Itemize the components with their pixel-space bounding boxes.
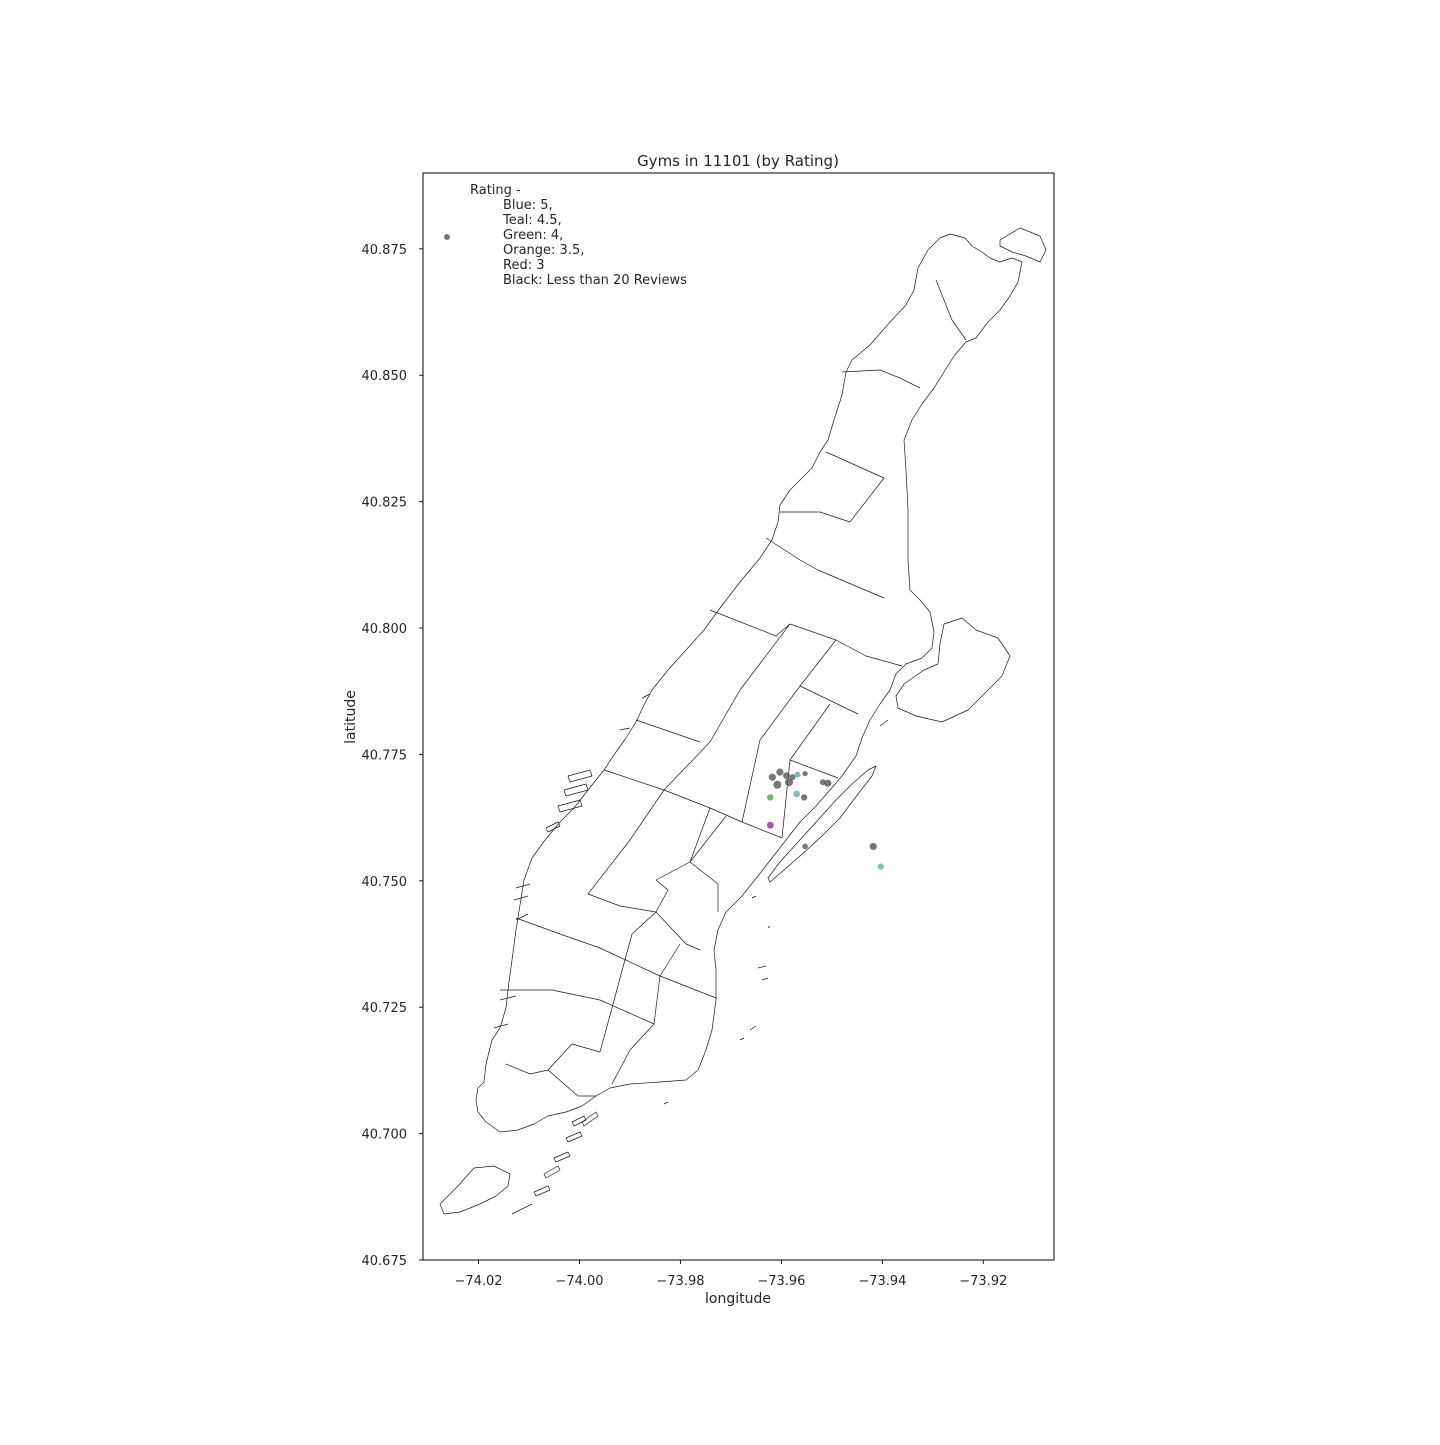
x-tick-label: −73.98 <box>656 1274 704 1289</box>
y-tick-label: 40.800 <box>362 622 408 637</box>
boundary-line <box>765 537 885 599</box>
gym-point <box>789 774 796 781</box>
legend: Rating - Blue: 5,Teal: 4.5,Green: 4,Oran… <box>444 183 687 288</box>
legend-entry: Teal: 4.5, <box>502 213 562 228</box>
legend-entry: Blue: 5, <box>503 198 553 213</box>
x-tick-label: −73.96 <box>757 1274 805 1289</box>
roosevelt-island <box>767 765 877 883</box>
gym-point <box>768 773 776 781</box>
gym-point <box>800 794 808 801</box>
marble-hill <box>999 227 1047 263</box>
boundary-line <box>741 639 837 823</box>
boundary-line <box>505 1063 596 1097</box>
y-tick-label: 40.675 <box>362 1254 408 1269</box>
boundary-line <box>603 769 783 839</box>
manhattan-map <box>439 227 1047 1215</box>
manhattan-outline <box>475 233 1023 1133</box>
randalls-island <box>895 617 1011 723</box>
boundary-line <box>663 623 791 791</box>
boundary-line <box>587 789 665 913</box>
gym-point <box>802 843 808 850</box>
boundary-line <box>625 815 727 957</box>
boundary-line <box>515 917 717 999</box>
gym-points <box>766 768 885 870</box>
gym-point <box>783 772 790 780</box>
gym-point <box>767 794 774 801</box>
legend-header: Rating - <box>470 183 521 198</box>
gym-point <box>793 790 800 798</box>
plot-area-frame <box>422 172 1055 1261</box>
x-tick-label: −74.00 <box>555 1274 603 1289</box>
gym-point <box>824 779 832 787</box>
boundary-line <box>547 1043 601 1071</box>
x-tick-label: −73.94 <box>858 1274 906 1289</box>
boundary-line <box>611 943 681 1085</box>
legend-entry: Green: 4, <box>503 228 563 243</box>
boundary-line <box>841 369 921 389</box>
boundary-line <box>935 279 967 341</box>
x-axis-ticks: −74.02 −74.00 −73.98 −73.96 −73.94 −73.92 <box>454 1260 1007 1289</box>
x-tick-label: −73.92 <box>959 1274 1007 1289</box>
legend-marker <box>444 234 450 240</box>
boundary-line <box>689 807 719 912</box>
piers <box>493 693 889 1215</box>
boundary-line <box>789 759 839 779</box>
legend-entry: Orange: 3.5, <box>503 243 584 258</box>
gym-point <box>869 842 877 851</box>
legend-entry: Red: 3 <box>503 258 544 273</box>
y-tick-label: 40.850 <box>362 369 408 384</box>
boundary-line <box>780 451 885 523</box>
chart-title: Gyms in 11101 (by Rating) <box>637 152 839 170</box>
gym-point <box>776 768 784 776</box>
boundary-line <box>709 609 903 667</box>
gym-point <box>766 821 774 829</box>
y-tick-label: 40.775 <box>362 748 408 763</box>
x-tick-label: −74.02 <box>454 1274 502 1289</box>
gym-point <box>794 771 801 778</box>
legend-entry: Black: Less than 20 Reviews <box>503 273 687 288</box>
gym-point <box>802 771 808 777</box>
boundary-line <box>655 911 701 951</box>
y-tick-label: 40.825 <box>362 496 408 511</box>
gym-point <box>773 780 782 789</box>
boundary-line <box>781 703 831 839</box>
y-tick-label: 40.750 <box>362 875 408 890</box>
x-axis-label: longitude <box>705 1291 771 1307</box>
y-axis-label: latitude <box>343 690 359 744</box>
boundary-line <box>635 719 701 743</box>
y-tick-label: 40.725 <box>362 1001 408 1016</box>
gym-point <box>877 863 885 870</box>
boundary-line <box>500 989 655 1025</box>
y-tick-label: 40.875 <box>362 243 408 258</box>
governors-island <box>439 1165 511 1215</box>
boundary-line <box>799 685 859 715</box>
y-axis-ticks: 40.675 40.700 40.725 40.750 40.775 40.800 40.8… <box>362 243 423 1269</box>
boundary-line <box>599 955 627 1053</box>
y-tick-label: 40.700 <box>362 1128 408 1143</box>
gym-point <box>784 778 793 787</box>
legend-lines: Blue: 5,Teal: 4.5,Green: 4,Orange: 3.5,R… <box>502 198 687 288</box>
